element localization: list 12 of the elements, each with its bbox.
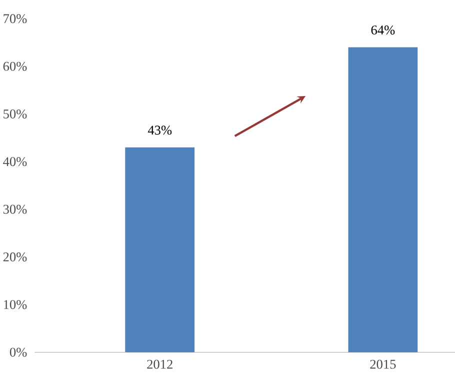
x-tick-label: 2012	[147, 360, 172, 369]
y-tick-label: 60%	[3, 62, 27, 71]
y-tick-label: 70%	[4, 14, 27, 24]
data-label: 64%	[371, 26, 395, 35]
y-tick-label: 30%	[3, 204, 27, 214]
y-tick-label: 20%	[3, 252, 27, 262]
x-tick-label: 2015	[370, 360, 396, 369]
y-tick-label: 0%	[10, 348, 27, 357]
y-tick-label: 50%	[4, 110, 27, 119]
y-tick-label: 10%	[4, 300, 27, 310]
y-tick-label: 40%	[3, 157, 27, 166]
data-label: 43%	[148, 126, 172, 135]
